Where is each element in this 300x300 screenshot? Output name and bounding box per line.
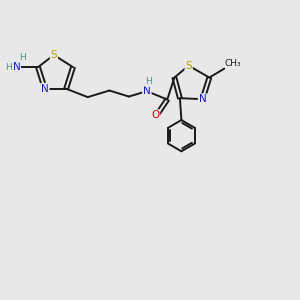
Text: N: N <box>41 84 49 94</box>
Text: CH₃: CH₃ <box>225 59 242 68</box>
Text: O: O <box>151 110 159 120</box>
Text: N: N <box>143 86 151 96</box>
Text: H: H <box>4 63 11 72</box>
Text: H: H <box>145 77 152 86</box>
Text: N: N <box>13 62 20 72</box>
Text: S: S <box>51 50 57 60</box>
Text: S: S <box>185 61 192 70</box>
Text: N: N <box>199 94 206 104</box>
Text: H: H <box>19 53 26 62</box>
